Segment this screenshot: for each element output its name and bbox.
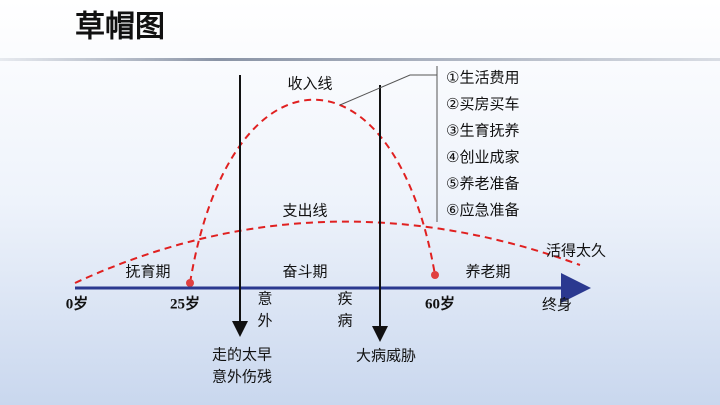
expense-curve bbox=[74, 220, 581, 284]
phase-label: 奋斗期 bbox=[282, 263, 327, 281]
need-item: ⑤养老准备 bbox=[446, 175, 519, 193]
needs-list: ①生活费用 ②买房买车 ③生育抚养 ④创业成家 ⑤养老准备 ⑥应急准备 bbox=[446, 69, 519, 220]
risk-axis-label: 疾 bbox=[337, 290, 352, 308]
age-label: 0岁 bbox=[66, 294, 89, 312]
phase-label: 抚育期 bbox=[125, 263, 170, 281]
risk-axis-label: 病 bbox=[337, 312, 352, 330]
risk-caption: 活得太久 bbox=[546, 242, 606, 260]
age-label: 25岁 bbox=[170, 294, 200, 312]
risk-axis-label: 外 bbox=[257, 312, 272, 330]
title-rule bbox=[0, 58, 720, 61]
income-label: 收入线 bbox=[287, 75, 332, 93]
expense-label: 支出线 bbox=[282, 202, 327, 220]
need-item: ③生育抚养 bbox=[446, 122, 519, 140]
risk-caption: 意外伤残 bbox=[212, 368, 272, 386]
need-item: ①生活费用 bbox=[446, 69, 519, 87]
risk-axis-label: 意 bbox=[257, 290, 272, 308]
income-curve bbox=[189, 98, 436, 284]
need-item: ⑥应急准备 bbox=[446, 201, 519, 219]
title: 草帽图 bbox=[75, 10, 165, 45]
age-label: 60岁 bbox=[425, 294, 455, 312]
connector bbox=[339, 74, 437, 106]
end-dot bbox=[431, 271, 439, 279]
risk-caption: 大病威胁 bbox=[356, 347, 416, 365]
phase-label: 养老期 bbox=[465, 263, 510, 281]
need-item: ④创业成家 bbox=[446, 148, 519, 166]
start-dot bbox=[186, 279, 194, 287]
need-item: ②买房买车 bbox=[446, 95, 519, 113]
risk-caption: 走的太早 bbox=[212, 346, 272, 364]
age-label: 终身 bbox=[542, 296, 572, 314]
